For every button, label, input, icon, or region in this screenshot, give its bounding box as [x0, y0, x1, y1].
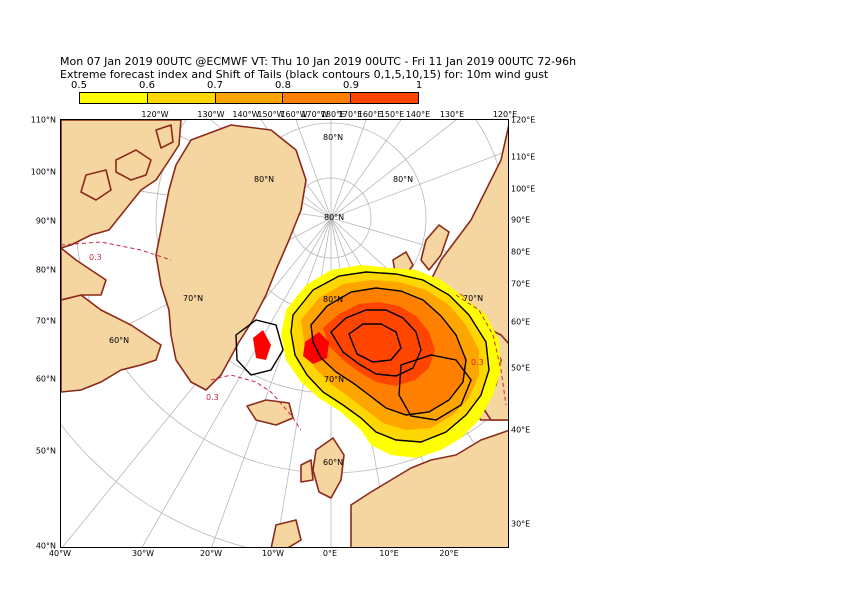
top-lon-label: 140°W [232, 110, 260, 119]
legend-tick: 0.6 [139, 80, 155, 91]
lat-label: 80°N [393, 175, 413, 184]
efi-contour-0.3-line [210, 374, 302, 431]
graticule-meridian [330, 120, 457, 219]
top-lon-label: 170°W [301, 110, 329, 119]
top-lon-label: 130°E [439, 110, 465, 119]
canadian-archipelago [80, 124, 174, 201]
iberia-tip [270, 519, 302, 547]
top-lon-label: 120°W [141, 110, 169, 119]
lat-label: 60°N [109, 336, 129, 345]
right-lat-label: 40°E [511, 425, 531, 435]
bottom-lon-label: 10°E [379, 549, 399, 558]
graticule-meridian [295, 120, 332, 219]
map-interior-labels: 80°N 80°N 80°N 80°N 70°N 70°N 80°N 70°N … [89, 133, 484, 467]
novaya-zemlya [420, 224, 450, 271]
efi-contour-0.3-line [455, 294, 507, 406]
map-frame: 80°N 80°N 80°N 80°N 70°N 70°N 80°N 70°N … [60, 119, 509, 548]
iceland [246, 399, 294, 426]
sot-contour-1 [310, 287, 467, 416]
top-lon-label: 150°W [257, 110, 285, 119]
sot-contour-greenland [235, 319, 284, 376]
lat-label: 70°N [463, 294, 483, 303]
color-legend: 0.5 0.6 0.7 0.8 0.9 1 [71, 80, 423, 106]
canada-landmass [61, 120, 182, 249]
left-lat-label: 80°N [35, 265, 56, 275]
graticule-meridian [330, 150, 508, 219]
map-svg: 80°N 80°N 80°N 80°N 70°N 70°N 80°N 70°N … [61, 120, 508, 547]
top-lon-label: 160°E [357, 110, 383, 119]
lat-label: 80°N [254, 175, 274, 184]
bottom-lon-label: 30°W [131, 549, 155, 558]
british-isles [300, 437, 345, 499]
labrador-landmass [61, 294, 162, 393]
lat-label: 60°N [323, 458, 343, 467]
legend-swatch [80, 93, 148, 103]
legend-tick: 0.8 [275, 80, 291, 91]
left-lat-label: 110°N [30, 115, 56, 125]
left-lat-label: 40°N [35, 541, 56, 551]
legend-tick: 1 [415, 80, 423, 91]
top-lon-label: 160°W [280, 110, 308, 119]
sot-contour-0 [290, 271, 490, 443]
left-lat-label: 50°N [35, 446, 56, 456]
right-lat-label: 90°E [511, 215, 531, 225]
right-lat-label: 110°E [511, 152, 536, 162]
top-lon-label: 150°E [379, 110, 405, 119]
efi-contour-label: 0.3 [206, 393, 219, 402]
sot-contour-10 [348, 323, 402, 363]
right-lat-label: 60°E [511, 317, 531, 327]
legend-tick: 0.7 [207, 80, 223, 91]
europe-mainland [350, 429, 508, 547]
greenland-landmass [155, 124, 307, 391]
right-lat-label: 80°E [511, 247, 531, 257]
bottom-lon-label: 0°E [322, 549, 338, 558]
efi-contour-0.3 [61, 241, 507, 431]
legend-color-bar [79, 92, 419, 104]
left-lat-label: 70°N [35, 316, 56, 326]
right-lat-label: 30°E [511, 519, 531, 529]
efi-peak-greenland-coast [253, 330, 271, 360]
top-lon-label: 170°E [337, 110, 363, 119]
legend-swatch [215, 93, 284, 103]
top-lon-label: 130°W [197, 110, 225, 119]
lat-label: 70°N [324, 375, 344, 384]
lat-label: 80°N [323, 133, 343, 142]
chart-title-line1: Mon 07 Jan 2019 00UTC @ECMWF VT: Thu 10 … [60, 55, 577, 68]
right-lat-label: 70°E [511, 279, 531, 289]
legend-tick: 0.5 [71, 80, 87, 91]
right-lat-label: 120°E [511, 115, 536, 125]
sot-contours [235, 271, 490, 443]
efi-contour-label: 0.3 [89, 253, 102, 262]
graticule-meridian [211, 217, 332, 547]
top-lon-label: 120°E [492, 110, 518, 119]
sot-contour-5 [330, 309, 422, 377]
graticule-meridian [330, 120, 402, 219]
lat-label: 80°N [323, 295, 343, 304]
bottom-lon-label: 20°E [439, 549, 459, 558]
bottom-lon-label: 20°W [199, 549, 223, 558]
lat-label: 70°N [183, 294, 203, 303]
chart-title-line2: Extreme forecast index and Shift of Tail… [60, 68, 549, 81]
top-lon-label: 180°E [320, 110, 346, 119]
sot-contour-scandinavia [398, 354, 472, 421]
hudson-region [61, 247, 107, 301]
legend-swatch [351, 93, 418, 103]
left-lat-label: 60°N [35, 374, 56, 384]
bottom-lon-label: 40°W [48, 549, 72, 558]
right-lat-label: 50°E [511, 363, 531, 373]
graticule-meridian [330, 120, 367, 219]
top-lon-label: 140°E [405, 110, 431, 119]
legend-tick: 0.9 [343, 80, 359, 91]
left-lat-label: 90°N [35, 216, 56, 226]
graticule-meridian [141, 217, 332, 547]
bottom-lon-label: 10°W [261, 549, 285, 558]
left-lat-label: 100°N [30, 167, 56, 177]
efi-contour-label: 0.3 [471, 358, 484, 367]
legend-swatch [283, 93, 352, 103]
right-lat-label: 100°E [511, 184, 536, 194]
legend-swatch [147, 93, 216, 103]
lat-label: 80°N [324, 213, 344, 222]
